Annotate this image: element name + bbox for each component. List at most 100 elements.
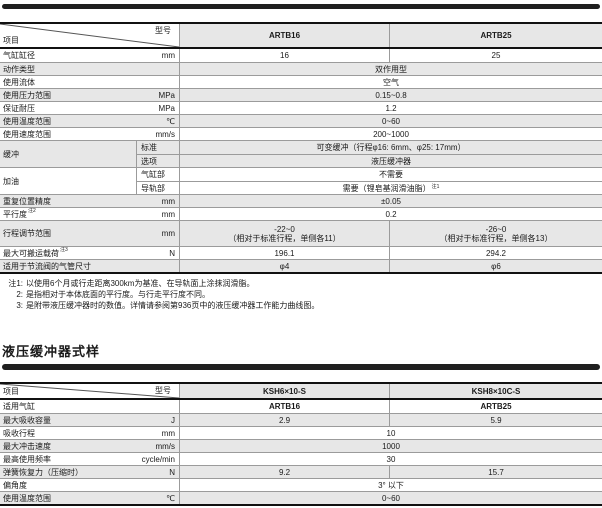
row-unit: MPa — [158, 90, 175, 100]
column-header-artb25: ARTB25 — [390, 24, 602, 47]
row-unit: mm/s — [155, 441, 175, 451]
value-ksh8: 15.7 — [488, 467, 504, 477]
row-temperature-range: 使用温度范围 ℃ 0~60 — [0, 114, 602, 127]
value-artb25: 294.2 — [485, 248, 507, 258]
value-lube-cylinder: 不需要 — [379, 170, 403, 179]
sub-label-rail: 导轨部 — [137, 181, 180, 194]
value-artb25: 25 — [491, 51, 501, 60]
footnotes: 注1: 以使用6个月或行走距离300km为基准、在导轨面上涂抹润滑脂。 2: 是… — [3, 278, 602, 311]
row-max-frequency: 最高使用频率 cycle/min 30 — [0, 452, 602, 465]
spec-table-header: 型号 项目 ARTB16 ARTB25 — [0, 24, 602, 49]
footnote-1: 注1: 以使用6个月或行走距离300km为基准、在导轨面上涂抹润滑脂。 — [8, 279, 255, 288]
value-span: 3° 以下 — [378, 480, 404, 490]
value-span: 30 — [386, 454, 396, 464]
row-eccentric-angle: 偏角度 3° 以下 — [0, 478, 602, 491]
corner-model-label: 型号 — [155, 386, 171, 395]
row-pressure-range: 使用压力范围 MPa 0.15~0.8 — [0, 88, 602, 101]
value-span: 0~60 — [381, 493, 401, 503]
row-unit: cycle/min — [141, 454, 175, 464]
value-ksh6: 2.9 — [180, 414, 390, 426]
sub-label-standard: 标准 — [137, 141, 180, 154]
value-ksh6: 9.2 — [180, 466, 390, 478]
row-unit: J — [171, 415, 175, 425]
row-label: 适用气缸 — [3, 402, 35, 411]
value-artb16: φ4 — [180, 260, 390, 272]
row-temperature-range: 使用温度范围 ℃ 0~60 — [0, 491, 602, 504]
row-unit: mm/s — [155, 129, 175, 139]
row-unit: mm — [161, 428, 175, 438]
row-label: 行程调节范围 — [3, 229, 51, 238]
row-max-load: 最大可搬运载荷注3 N 196.1 294.2 — [0, 246, 602, 259]
group-label: 缓冲 — [0, 141, 137, 167]
row-label: 使用速度范围 — [3, 129, 51, 139]
row-label: 最大可搬运载荷注3 — [3, 247, 68, 258]
value-ksh6: ARTB16 — [180, 400, 390, 413]
row-repeatability: 重复位置精度 mm ±0.05 — [0, 194, 602, 207]
corner-item-label: 项目 — [3, 387, 19, 396]
value-ksh8: ARTB25 — [480, 402, 512, 411]
row-label: 平行度注2 — [3, 208, 36, 219]
value-span: ±0.05 — [381, 196, 401, 206]
row-label: 最高使用频率 — [3, 454, 51, 464]
value-artb16: 16 — [180, 49, 390, 62]
row-label: 保证耐压 — [3, 103, 35, 113]
note-ref-1: 注1 — [431, 183, 440, 190]
row-unit: mm — [161, 196, 175, 206]
shock-table-header: 型号 项目 KSH6×10-S KSH8×10C-S — [0, 384, 602, 400]
row-label: 使用温度范围 — [3, 493, 51, 503]
corner-cell: 型号 项目 — [0, 24, 180, 47]
row-max-impact-speed: 最大冲击速度 mm/s 1000 — [0, 439, 602, 452]
spec-table-shock-absorber: 型号 项目 KSH6×10-S KSH8×10C-S 适用气缸 ARTB16 A… — [0, 382, 602, 506]
footnote-3: 3: 是附带液压缓冲器时的数值。详情请参阅第936页中的液压缓冲器工作能力曲线图… — [16, 301, 320, 310]
section-title-shock-absorber: 液压缓冲器式样 — [2, 344, 101, 359]
value-lube-rail: 需要（锂皂基润滑油脂） 注1 — [180, 181, 602, 194]
row-stroke-adjust: 行程调节范围 mm -22~0 （相对于标准行程，单侧各11） -26~0 （相对… — [0, 220, 602, 246]
value-span: 1000 — [382, 441, 400, 451]
row-unit: ℃ — [166, 116, 175, 126]
value-artb25: φ6 — [491, 261, 501, 271]
row-label: 吸收行程 — [3, 428, 35, 438]
row-speed-range: 使用速度范围 mm/s 200~1000 — [0, 127, 602, 140]
section-divider-bar — [2, 364, 600, 370]
value-span: 0.15~0.8 — [375, 90, 407, 100]
value-span: 空气 — [383, 77, 399, 87]
row-label: 适用于节流阀的气管尺寸 — [3, 261, 91, 271]
row-unit: MPa — [158, 103, 175, 113]
row-parallelism: 平行度注2 mm 0.2 — [0, 207, 602, 220]
corner-cell: 型号 项目 — [0, 384, 180, 398]
value-artb16: -22~0 （相对于标准行程，单侧各11） — [180, 221, 390, 246]
diagonal-line — [0, 384, 179, 398]
group-label: 加油 — [0, 168, 137, 194]
corner-model-label: 型号 — [155, 26, 171, 35]
diagonal-line — [0, 24, 179, 47]
footnote-2: 2: 是指相对于本体底面的平行度。与行走平行度不同。 — [16, 290, 210, 299]
value-span: 0~60 — [381, 116, 401, 126]
column-header-artb16: ARTB16 — [180, 24, 390, 47]
row-label: 气缸缸径 — [3, 51, 35, 60]
row-applicable-cylinder: 适用气缸 ARTB16 ARTB25 — [0, 400, 602, 413]
row-label: 最大冲击速度 — [3, 441, 51, 451]
note-ref-2: 注2 — [28, 208, 36, 214]
row-label: 使用压力范围 — [3, 90, 51, 100]
section-divider-bar — [2, 4, 600, 9]
row-unit: mm — [161, 51, 175, 60]
value-cushion-option: 液压缓冲器 — [180, 154, 602, 167]
row-label: 使用流体 — [3, 77, 35, 87]
value-span: 10 — [386, 428, 396, 438]
column-header-ksh6: KSH6×10-S — [180, 384, 390, 398]
spec-table-main: 型号 项目 ARTB16 ARTB25 气缸缸径 mm 16 25 动作类型 双作… — [0, 22, 602, 274]
row-proof-pressure: 保证耐压 MPa 1.2 — [0, 101, 602, 114]
row-absorption-stroke: 吸收行程 mm 10 — [0, 426, 602, 439]
row-label: 弹簧恢复力（压缩时） — [3, 467, 83, 477]
sub-label-option: 选项 — [137, 154, 180, 167]
row-unit: mm — [161, 209, 175, 219]
row-unit: N — [169, 248, 175, 258]
value-artb25: -26~0 （相对于标准行程，单侧各13） — [439, 224, 553, 243]
row-label: 重复位置精度 — [3, 196, 51, 206]
sub-label-cylinder: 气缸部 — [137, 168, 180, 181]
row-fluid: 使用流体 空气 — [0, 75, 602, 88]
row-action-type: 动作类型 双作用型 — [0, 62, 602, 75]
group-cushion: 缓冲 标准 可变缓冲（行程φ16: 6mm、φ25: 17mm） 选项 液压缓冲… — [0, 140, 602, 167]
note-ref-3: 注3 — [60, 247, 68, 253]
value-span: 双作用型 — [375, 64, 407, 74]
